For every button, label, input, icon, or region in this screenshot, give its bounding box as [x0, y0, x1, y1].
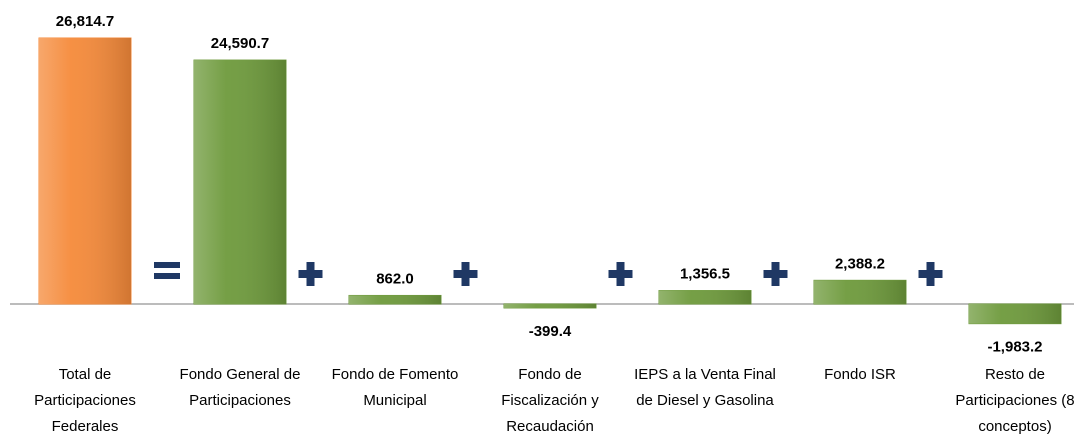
value-label: 2,388.2 — [835, 255, 885, 272]
value-label: 862.0 — [376, 270, 414, 287]
category-label: Fondo de Fomento Municipal — [331, 366, 459, 409]
bar-shine — [659, 290, 751, 304]
plus-sign — [306, 262, 315, 286]
equals-sign — [154, 273, 180, 279]
category-label: Fondo de Fiscalización y Recaudación — [501, 366, 599, 435]
plus-sign — [616, 262, 625, 286]
value-label: 1,356.5 — [680, 266, 730, 283]
bar-shine — [39, 38, 131, 304]
plus-sign — [926, 262, 935, 286]
value-label: 26,814.7 — [56, 13, 114, 30]
value-label: -1,983.2 — [987, 339, 1042, 356]
plus-sign — [461, 262, 470, 286]
bar-shine — [349, 295, 441, 304]
bar-shine — [814, 280, 906, 304]
operators — [154, 262, 180, 279]
category-label: IEPS a la Venta Final de Diesel y Gasoli… — [634, 366, 776, 409]
equals-sign — [154, 262, 180, 268]
category-label: Resto de Participaciones (8 conceptos) — [955, 366, 1074, 435]
bar-shine — [194, 60, 286, 305]
category-label: Fondo ISR — [824, 366, 896, 383]
plus-sign — [771, 262, 780, 286]
value-label: -399.4 — [529, 323, 572, 340]
category-label: Total de Participaciones Federales — [34, 366, 136, 435]
bar-shine — [504, 304, 596, 308]
value-label: 24,590.7 — [211, 35, 269, 52]
bar-shine — [969, 304, 1061, 324]
category-label: Fondo General de Participaciones — [179, 366, 301, 409]
